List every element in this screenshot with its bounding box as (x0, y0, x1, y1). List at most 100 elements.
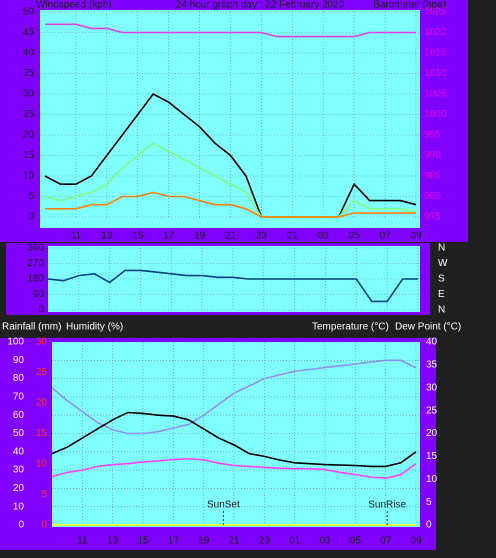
humidity-axis-title: Humidity (%) (66, 322, 123, 333)
series-line (45, 23, 416, 38)
direction-label: S (438, 274, 445, 285)
y2-tick-label: 1020 (424, 27, 447, 38)
y2-tick-label: 1010 (424, 68, 447, 79)
series-line (51, 411, 417, 468)
y-tick-label: 30 (23, 89, 35, 100)
direction-label: E (438, 289, 445, 300)
x-tick-label: 09 (410, 536, 422, 547)
y-tick-label: 40 (23, 48, 35, 59)
y-tick-label: 40 (13, 446, 25, 457)
wind-axis-title: Windspeed (kph) (36, 0, 112, 11)
dewpoint-axis-title: Dew Point (°C) (395, 322, 461, 333)
x-tick-label: 05 (350, 536, 362, 547)
y3-tick-label: 25 (36, 367, 48, 378)
x-tick-label: 01 (287, 231, 299, 242)
series-line (45, 191, 416, 218)
y-tick-label: 180 (27, 274, 44, 285)
y-tick-label: 15 (23, 150, 35, 161)
y-tick-label: 30 (13, 465, 25, 476)
y2-tick-label: 35 (426, 360, 438, 371)
x-tick-label: 11 (77, 536, 88, 547)
direction-label: W (438, 258, 448, 269)
x-tick-label: 01 (289, 536, 301, 547)
x-tick-label: 15 (137, 536, 149, 547)
y-tick-label: 80 (13, 373, 25, 384)
x-tick-label: 21 (225, 231, 237, 242)
y-tick-label: 0 (28, 212, 34, 223)
y2-tick-label: 1000 (424, 109, 447, 120)
y2-tick-label: 995 (424, 130, 441, 141)
y2-tick-label: 0 (426, 520, 432, 531)
chart-title: 24 hour graph day : 22 February 2020 (176, 0, 345, 11)
y-tick-label: 60 (13, 410, 25, 421)
y-tick-label: 20 (23, 130, 35, 141)
y2-tick-label: 990 (424, 150, 441, 161)
y2-tick-label: 30 (426, 382, 438, 393)
y-tick-label: 90 (13, 355, 25, 366)
y2-tick-label: 25 (426, 405, 438, 416)
y-tick-label: 35 (23, 68, 35, 79)
y-tick-label: 70 (13, 392, 25, 403)
x-tick-label: 23 (256, 231, 268, 242)
y-tick-label: 50 (23, 7, 35, 18)
y2-tick-label: 10 (426, 474, 438, 485)
x-tick-label: 07 (380, 536, 392, 547)
series-line (44, 92, 417, 218)
y-tick-label: 0 (38, 305, 44, 316)
series-line (51, 457, 417, 480)
x-tick-label: 03 (318, 231, 330, 242)
y-tick-label: 0 (18, 520, 24, 531)
y-tick-label: 270 (27, 258, 44, 269)
y3-tick-label: 20 (36, 398, 48, 409)
y2-tick-label: 5 (426, 497, 432, 508)
y2-tick-label: 975 (424, 212, 441, 223)
rain-axis-title: Rainfall (mm) (2, 322, 61, 333)
annotation-label: SunRise (368, 500, 406, 511)
y-tick-label: 10 (23, 171, 35, 182)
temperature-axis-title: Temperature (°C) (312, 322, 389, 333)
series-line (47, 269, 418, 303)
y3-tick-label: 30 (36, 337, 48, 348)
y-tick-label: 100 (7, 337, 24, 348)
y-tick-label: 10 (13, 501, 25, 512)
x-tick-label: 19 (198, 536, 210, 547)
x-tick-label: 17 (168, 536, 180, 547)
x-tick-label: 17 (163, 231, 175, 242)
y2-tick-label: 985 (424, 171, 441, 182)
x-tick-label: 21 (228, 536, 240, 547)
x-tick-label: 19 (194, 231, 206, 242)
y2-tick-label: 980 (424, 191, 441, 202)
y2-tick-label: 1015 (424, 48, 447, 59)
y-tick-label: 5 (28, 191, 34, 202)
climate-plot (52, 342, 420, 527)
series-line (51, 359, 417, 435)
y2-tick-label: 1025 (424, 7, 447, 18)
x-tick-label: 07 (380, 231, 392, 242)
y3-tick-label: 0 (41, 520, 47, 531)
series-line (44, 142, 417, 218)
wind-plot (40, 10, 420, 228)
y-tick-label: 90 (33, 289, 45, 300)
x-tick-label: 23 (259, 536, 271, 547)
x-tick-label: 15 (132, 231, 144, 242)
direction-label: N (438, 305, 445, 316)
y3-tick-label: 5 (41, 489, 47, 500)
y2-tick-label: 15 (426, 451, 438, 462)
y-tick-label: 360 (27, 243, 44, 254)
y-tick-label: 50 (13, 428, 25, 439)
y-tick-label: 25 (23, 109, 35, 120)
barometer-axis-title: Barometer (hpa) (373, 0, 446, 11)
y2-tick-label: 1005 (424, 89, 447, 100)
y2-tick-label: 40 (426, 337, 438, 348)
x-tick-label: 13 (107, 536, 119, 547)
x-tick-label: 11 (71, 231, 82, 242)
x-tick-label: 09 (410, 231, 422, 242)
y-tick-label: 45 (23, 27, 35, 38)
direction-label: N (438, 243, 445, 254)
annotation-label: SunSet (207, 500, 240, 511)
y3-tick-label: 15 (36, 428, 48, 439)
x-tick-label: 05 (349, 231, 361, 242)
y2-tick-label: 20 (426, 428, 438, 439)
